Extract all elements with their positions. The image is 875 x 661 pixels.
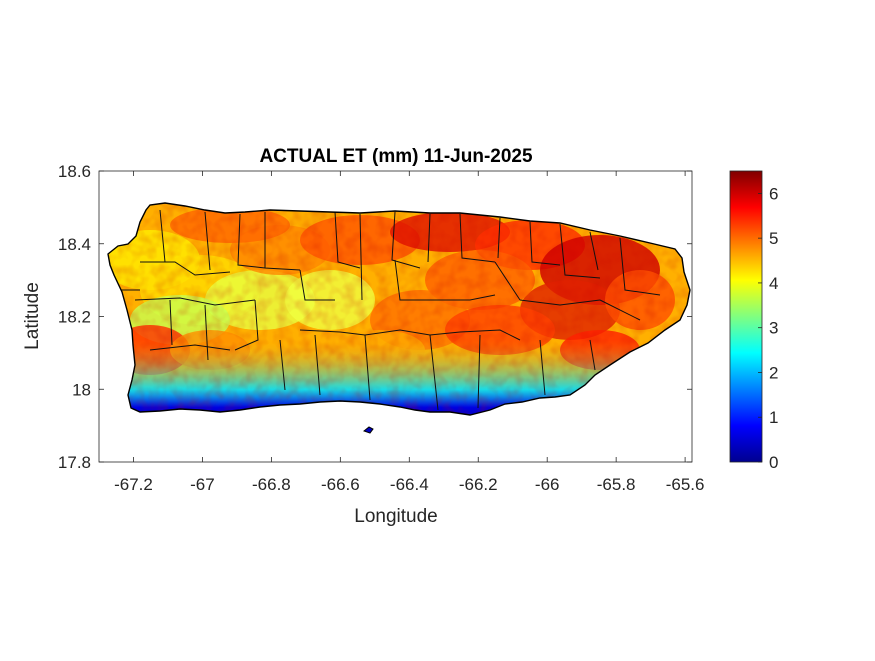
y-tick-label: 17.8: [58, 453, 91, 472]
municipality-boundaries: [120, 209, 661, 411]
x-tick-label: -66.8: [252, 475, 291, 494]
x-tick-label: -66.6: [321, 475, 360, 494]
municipality-boundary: [359, 213, 363, 301]
municipality-boundary: [234, 299, 259, 351]
municipality-boundary: [299, 269, 335, 301]
municipality-boundary: [429, 334, 439, 411]
municipality-boundary: [394, 259, 430, 301]
municipality-boundary: [364, 334, 371, 401]
x-tick-label: -65.8: [597, 475, 636, 494]
municipality-boundary: [204, 211, 211, 271]
municipality-boundary: [314, 334, 321, 396]
municipality-boundary: [459, 213, 496, 263]
map-title: ACTUAL ET (mm) 11-Jun-2025: [259, 146, 533, 167]
municipality-boundary: [149, 344, 231, 351]
x-axis-label: Longitude: [354, 506, 437, 527]
colorbar-tick-label: 2: [769, 363, 778, 382]
municipality-boundary: [519, 299, 601, 306]
municipality-boundary: [334, 211, 361, 269]
island-outline: [107, 202, 691, 416]
municipality-boundary: [619, 237, 661, 296]
municipality-boundary: [237, 213, 266, 269]
y-tick-label: 18.2: [58, 308, 91, 327]
municipality-boundary: [134, 297, 256, 306]
colorbar-tick-label: 3: [769, 319, 778, 338]
y-tick-label: 18.6: [58, 162, 91, 181]
colorbar-ticks: 0 1 2 3 4 5 6: [758, 184, 778, 472]
municipality-boundary: [599, 299, 641, 321]
municipality-boundary: [477, 334, 481, 409]
municipality-boundary: [559, 223, 601, 279]
municipality-boundary: [364, 329, 461, 336]
municipality-boundary: [497, 217, 501, 259]
municipality-boundary: [204, 304, 209, 361]
municipality-boundary: [589, 231, 599, 271]
colorbar-tick-label: 6: [769, 184, 778, 203]
municipality-boundary: [264, 212, 301, 271]
x-tick-label: -66: [535, 475, 560, 494]
y-tick-label: 18.4: [58, 235, 91, 254]
municipality-boundary: [589, 339, 596, 371]
municipality-boundary: [391, 211, 421, 269]
municipality-boundary: [299, 329, 366, 336]
x-tick-label: -67.2: [114, 475, 153, 494]
municipality-boundary: [459, 329, 521, 341]
colorbar-tick-label: 1: [769, 408, 778, 427]
x-tick-label: -66.2: [459, 475, 498, 494]
colorbar-tick-label: 5: [769, 229, 778, 248]
municipality-boundary: [140, 261, 231, 276]
municipality-boundary: [494, 261, 521, 301]
municipality-boundary: [427, 213, 431, 263]
colorbar: 0 1 2 3 4 5 6: [729, 170, 778, 472]
municipality-boundary: [159, 209, 166, 263]
y-tick-label: 18: [72, 380, 91, 399]
colorbar-tick-label: 4: [769, 274, 778, 293]
municipality-boundary: [539, 339, 546, 396]
x-tick-label: -65.6: [666, 475, 705, 494]
municipality-boundary: [279, 339, 286, 391]
caja-de-muerto-island: [362, 426, 374, 434]
municipality-boundary: [430, 294, 496, 301]
x-tick-label: -66.4: [390, 475, 429, 494]
x-tick-label: -67: [190, 475, 215, 494]
x-axis-ticks: -67.2 -67 -66.8 -66.6 -66.4 -66.2 -66 -65.8 -65.…: [114, 171, 704, 494]
municipality-boundary: [529, 221, 561, 266]
y-axis-label: Latitude: [22, 282, 43, 350]
y-axis-ticks: 17.8 18 18.2 18.4 18.6: [58, 162, 692, 472]
colorbar-tick-label: 0: [769, 453, 778, 472]
municipality-boundary: [169, 299, 173, 346]
colorbar-gradient: [729, 170, 763, 463]
